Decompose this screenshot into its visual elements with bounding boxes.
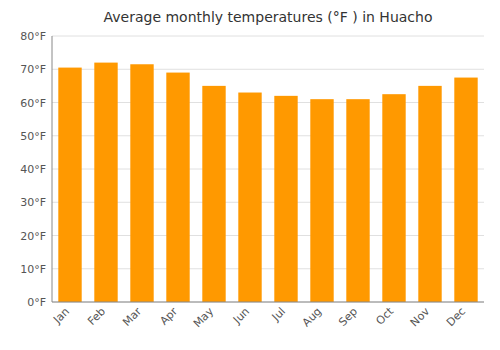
bar bbox=[382, 94, 405, 302]
y-tick-label: 70°F bbox=[20, 63, 46, 76]
x-tick-label: Jul bbox=[269, 305, 288, 324]
chart-container: 0°F 10°F 20°F 30°F 40°F 50°F 60°F 70°F 80°F Jan Fe… bbox=[0, 0, 500, 350]
y-tick-label: 10°F bbox=[20, 263, 46, 276]
x-tick-label: May bbox=[191, 305, 217, 331]
x-tick-label: Jun bbox=[230, 305, 252, 327]
title: Average monthly temperatures (°F ) in Hu… bbox=[104, 9, 433, 25]
bar bbox=[202, 86, 225, 302]
y-axis bbox=[52, 36, 53, 302]
x-axis bbox=[52, 302, 484, 303]
y-tick-label: 40°F bbox=[20, 163, 46, 176]
grid bbox=[52, 36, 484, 302]
bar bbox=[238, 93, 261, 302]
bar bbox=[310, 99, 333, 302]
x-tick-label: Nov bbox=[408, 305, 433, 330]
bars bbox=[58, 63, 477, 302]
y-tick-label: 80°F bbox=[20, 30, 46, 43]
bar bbox=[346, 99, 369, 302]
bar bbox=[454, 78, 477, 302]
x-tick-label: Mar bbox=[120, 305, 144, 329]
x-tick-label: Aug bbox=[300, 305, 324, 329]
bar bbox=[130, 64, 153, 302]
y-tick-label: 50°F bbox=[20, 130, 46, 143]
grid-line bbox=[52, 36, 484, 37]
y-tick-label: 20°F bbox=[20, 230, 46, 243]
x-tick-label: Dec bbox=[444, 305, 468, 329]
bar bbox=[94, 63, 117, 302]
x-tick-label: Jan bbox=[50, 305, 72, 327]
bar bbox=[274, 96, 297, 302]
x-tick-label: Oct bbox=[373, 304, 396, 327]
chart: 0°F 10°F 20°F 30°F 40°F 50°F 60°F 70°F 80°F Jan Fe… bbox=[0, 0, 500, 350]
x-tick-label: Apr bbox=[157, 305, 180, 328]
grid-line bbox=[52, 302, 484, 303]
bar bbox=[418, 86, 441, 302]
x-tick-label: Feb bbox=[85, 305, 108, 328]
y-tick-label: 30°F bbox=[20, 196, 46, 209]
y-tick-label: 60°F bbox=[20, 97, 46, 110]
x-tick-label: Sep bbox=[336, 305, 360, 329]
y-tick-label: 0°F bbox=[27, 296, 46, 309]
bar bbox=[166, 73, 189, 302]
bar bbox=[58, 68, 81, 302]
